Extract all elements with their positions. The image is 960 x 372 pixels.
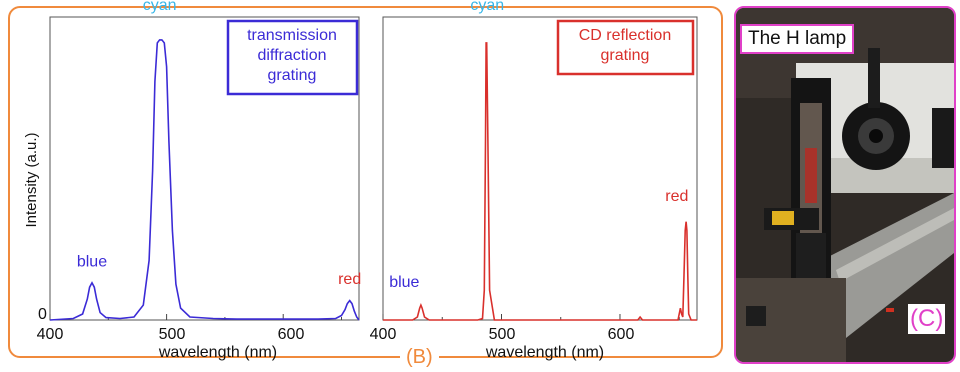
peak-label-blue: blue [389, 274, 419, 291]
photo-caption-box: The H lamp [740, 24, 855, 54]
legend-box [226, 19, 359, 96]
x-tick-label: 600 [278, 326, 305, 343]
lens-mount-center [869, 129, 883, 143]
peak-label-cyan: cyan [143, 0, 177, 14]
lamp-glow [805, 148, 817, 203]
legend-box-text: transmission diffraction grating [247, 27, 337, 84]
x-tick-label: 400 [37, 326, 64, 343]
series-line [383, 42, 697, 321]
peak-label-red: red [338, 271, 361, 288]
annotations: blue cyan red [77, 0, 361, 288]
y-zero-tick-label: 0 [38, 306, 47, 323]
panel-c-label: (C) [908, 304, 946, 334]
red-indicator [886, 308, 894, 312]
x-tick-label: 500 [489, 326, 516, 343]
annotations: blue cyan red [389, 0, 688, 291]
y-axis-label: Intensity (a.u.) [23, 132, 40, 227]
peak-label-red: red [665, 188, 688, 205]
peak-label-cyan: cyan [470, 0, 504, 14]
warning-label [772, 211, 794, 225]
legend-box [556, 19, 695, 76]
peak-label-blue: blue [77, 253, 107, 270]
series-line [49, 39, 360, 321]
x-tick-label: 500 [159, 326, 186, 343]
stage-knob [746, 306, 766, 326]
rail-highlight [836, 208, 954, 282]
panel-b-label: (B) [400, 346, 439, 368]
chart-transmission: blue cyan red 0 400 500 600 wavelength (nm… [23, 0, 361, 361]
x-tick-label: 600 [608, 326, 635, 343]
legend-box-text: CD reflection grating [579, 27, 671, 64]
x-tick-label: 400 [370, 326, 397, 343]
right-mount [932, 108, 954, 168]
panel-b-frame [8, 6, 723, 358]
panel-c-frame: The H lamp (C) [734, 6, 956, 364]
x-axis-label: wavelength (nm) [485, 344, 604, 361]
x-axis-label: wavelength (nm) [158, 344, 277, 361]
h-lamp-photo [736, 8, 954, 362]
top-post [868, 48, 880, 108]
